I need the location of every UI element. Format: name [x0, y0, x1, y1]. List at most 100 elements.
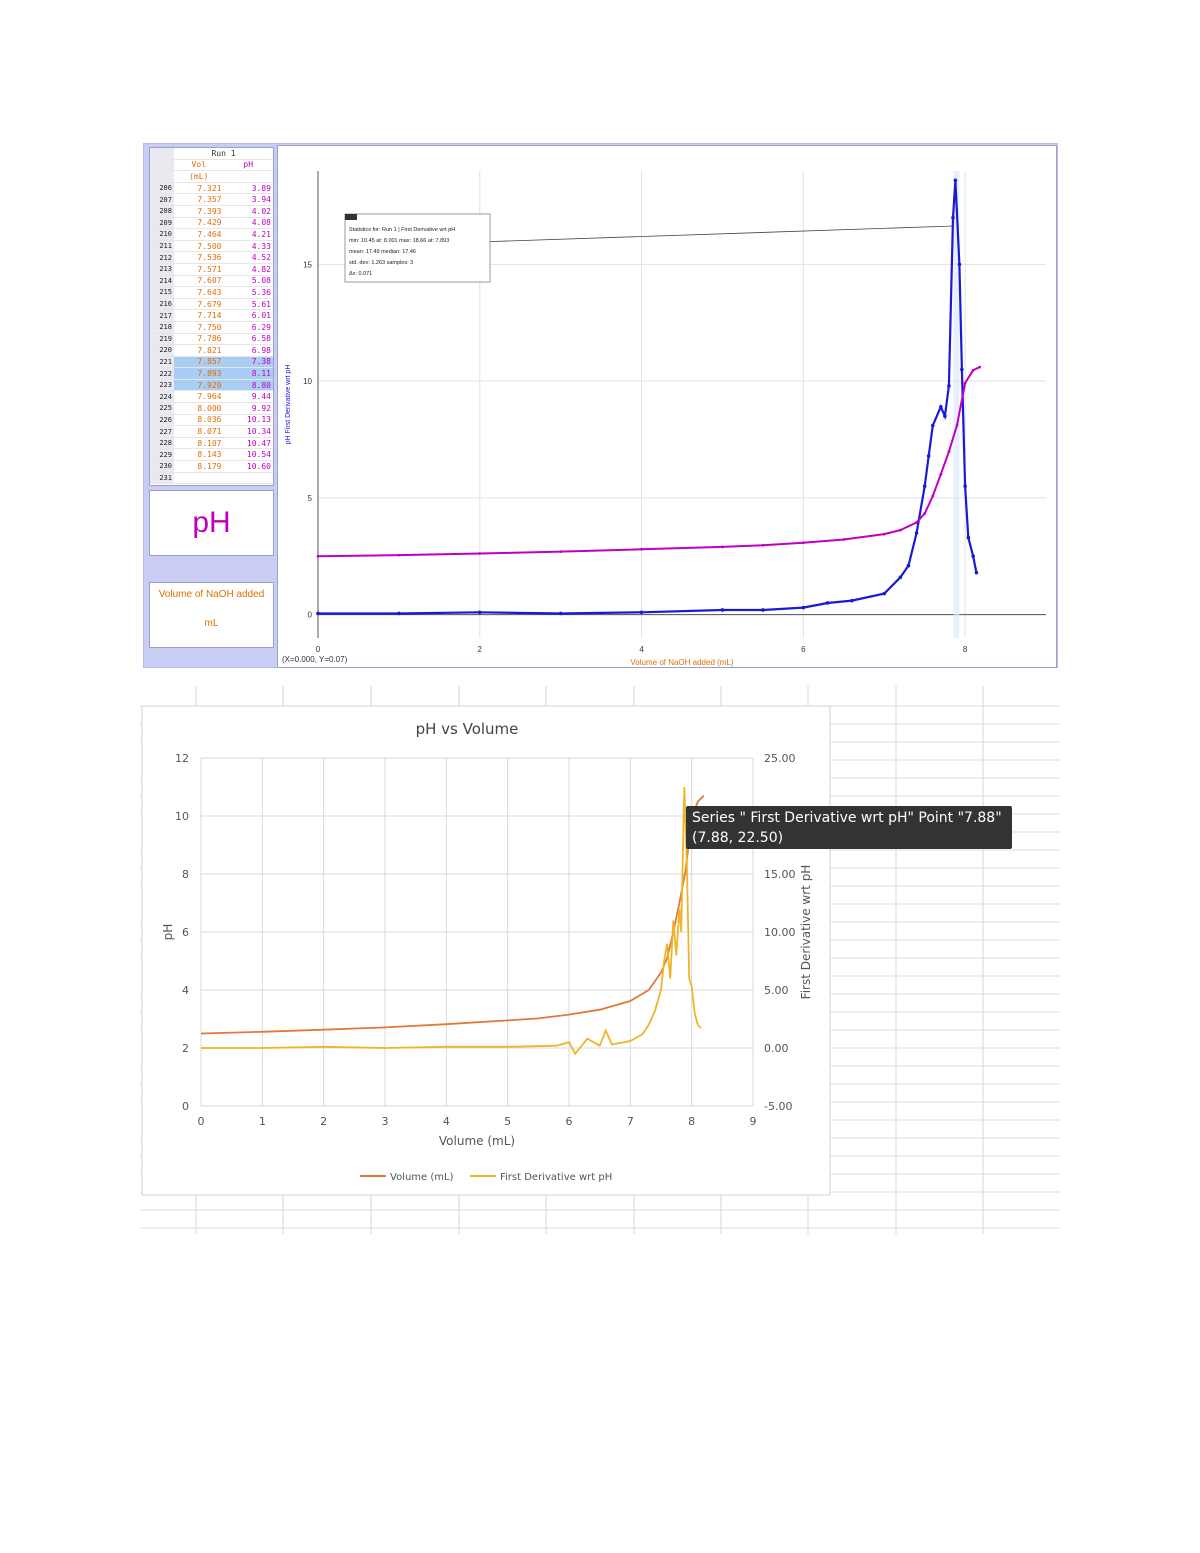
- data-point[interactable]: [825, 601, 830, 605]
- table-row[interactable]: 226 8.036 10.13: [150, 414, 273, 427]
- data-point[interactable]: [478, 552, 482, 555]
- top-graph[interactable]: 0 2 4 6 8 0 5 10 15 Volume of NaOH added (mL) pH F…: [278, 146, 1056, 667]
- stats-box[interactable]: [344, 213, 491, 283]
- cell-vol: 8.179: [174, 460, 224, 473]
- table-row[interactable]: 215 7.643 5.36: [150, 286, 273, 299]
- table-row[interactable]: 218 7.750 6.29: [150, 321, 273, 334]
- data-point[interactable]: [898, 575, 903, 580]
- table-row[interactable]: 208 7.393 4.02: [150, 205, 273, 218]
- data-point[interactable]: [966, 535, 971, 540]
- data-point[interactable]: [926, 454, 931, 458]
- table-row[interactable]: 222 7.893 8.11: [150, 367, 273, 380]
- column-unit-ph: [223, 170, 273, 183]
- table-row[interactable]: 211 7.500 4.33: [150, 240, 273, 253]
- data-point[interactable]: [316, 554, 320, 558]
- data-point[interactable]: [558, 611, 563, 616]
- series-line-1[interactable]: [201, 786, 702, 1056]
- column-header-vol[interactable]: Vol: [174, 159, 224, 172]
- data-point[interactable]: [930, 423, 935, 428]
- row-number: 225: [150, 402, 174, 415]
- data-point[interactable]: [477, 610, 482, 615]
- data-point[interactable]: [397, 553, 401, 557]
- data-point[interactable]: [943, 414, 947, 418]
- table-row[interactable]: 217 7.714 6.01: [150, 309, 273, 322]
- volume-meter[interactable]: Volume of NaOH added mL: [149, 582, 274, 648]
- table-row[interactable]: 214 7.607 5.08: [150, 275, 273, 288]
- table-row[interactable]: 231: [150, 472, 273, 485]
- table-row[interactable]: 223 7.929 8.80: [150, 379, 273, 392]
- data-point[interactable]: [397, 611, 401, 616]
- data-point[interactable]: [761, 543, 765, 547]
- data-point[interactable]: [951, 215, 955, 220]
- data-point[interactable]: [922, 484, 927, 489]
- series-line-0[interactable]: [200, 795, 705, 1035]
- data-point[interactable]: [801, 541, 805, 545]
- data-point[interactable]: [963, 381, 967, 385]
- data-point[interactable]: [882, 532, 886, 536]
- table-row[interactable]: 207 7.357 3.94: [150, 193, 273, 206]
- volume-meter-label: Volume of NaOH added: [158, 589, 265, 600]
- data-point[interactable]: [914, 531, 919, 535]
- table-row[interactable]: 206 7.321 3.89: [150, 182, 273, 195]
- data-point[interactable]: [761, 608, 765, 612]
- data-point[interactable]: [720, 608, 725, 612]
- table-row[interactable]: 227 8.071 10.34: [150, 425, 273, 438]
- data-point[interactable]: [842, 538, 846, 541]
- cell-ph: 6.98: [223, 344, 273, 357]
- table-row[interactable]: 216 7.679 5.61: [150, 298, 273, 311]
- table-row[interactable]: 221 7.857 7.38: [150, 356, 273, 369]
- data-point[interactable]: [974, 570, 979, 575]
- table-row[interactable]: 225 8.000 9.92: [150, 402, 273, 415]
- data-point[interactable]: [923, 512, 927, 515]
- data-point[interactable]: [639, 610, 644, 615]
- cell-ph: 3.89: [223, 182, 273, 195]
- table-row[interactable]: 210 7.464 4.21: [150, 228, 273, 241]
- table-row[interactable]: 213 7.571 4.82: [150, 263, 273, 276]
- data-point[interactable]: [971, 554, 975, 559]
- ph-meter[interactable]: pH: [149, 490, 274, 556]
- data-point[interactable]: [640, 547, 643, 551]
- data-point[interactable]: [559, 550, 563, 554]
- data-point[interactable]: [953, 178, 958, 183]
- data-point[interactable]: [915, 521, 918, 524]
- table-row[interactable]: 219 7.786 6.58: [150, 333, 273, 346]
- chart-area[interactable]: [141, 705, 831, 1196]
- data-point[interactable]: [850, 598, 854, 603]
- stats-line: std. dev: 1.263 samples: 3: [349, 260, 413, 266]
- data-point[interactable]: [947, 450, 951, 454]
- table-row[interactable]: 209 7.429 4.08: [150, 217, 273, 230]
- table-row[interactable]: 220 7.821 6.98: [150, 344, 273, 357]
- row-number: 208: [150, 205, 174, 218]
- data-point[interactable]: [939, 472, 943, 476]
- data-table[interactable]: Run 1 Vol pH (mL) 206 7.321 3.89 207 7.357 3.…: [149, 147, 274, 486]
- data-point[interactable]: [899, 528, 902, 532]
- table-row[interactable]: 212 7.536 4.52: [150, 251, 273, 264]
- row-number: 209: [150, 217, 174, 230]
- data-point[interactable]: [978, 365, 982, 369]
- data-point[interactable]: [971, 368, 975, 372]
- cell-vol: 7.536: [174, 251, 224, 264]
- table-row[interactable]: 230 8.179 10.60: [150, 460, 273, 473]
- data-point[interactable]: [931, 494, 935, 498]
- data-point[interactable]: [957, 262, 962, 267]
- table-row[interactable]: 229 8.143 10.54: [150, 448, 273, 462]
- data-point[interactable]: [316, 611, 320, 616]
- data-point[interactable]: [955, 423, 959, 427]
- data-point[interactable]: [801, 605, 806, 610]
- data-point[interactable]: [939, 405, 943, 409]
- y-tick-label: 0: [182, 1100, 189, 1113]
- data-point[interactable]: [947, 384, 951, 388]
- data-point[interactable]: [906, 563, 911, 568]
- table-row[interactable]: 224 7.964 9.44: [150, 390, 273, 404]
- table-row[interactable]: 228 8.107 10.47: [150, 437, 273, 450]
- graph-panel[interactable]: 0 2 4 6 8 0 5 10 15 Volume of NaOH added (mL) pH F…: [277, 145, 1057, 668]
- y2-axis-label: First Derivative wrt pH: [799, 865, 813, 1000]
- data-point[interactable]: [960, 367, 964, 372]
- data-point[interactable]: [963, 484, 967, 489]
- x-tick-label: 8: [688, 1115, 695, 1128]
- x-tick-label: 4: [639, 645, 644, 654]
- data-point[interactable]: [882, 591, 887, 596]
- data-point[interactable]: [721, 545, 724, 549]
- column-header-ph[interactable]: pH: [223, 159, 273, 172]
